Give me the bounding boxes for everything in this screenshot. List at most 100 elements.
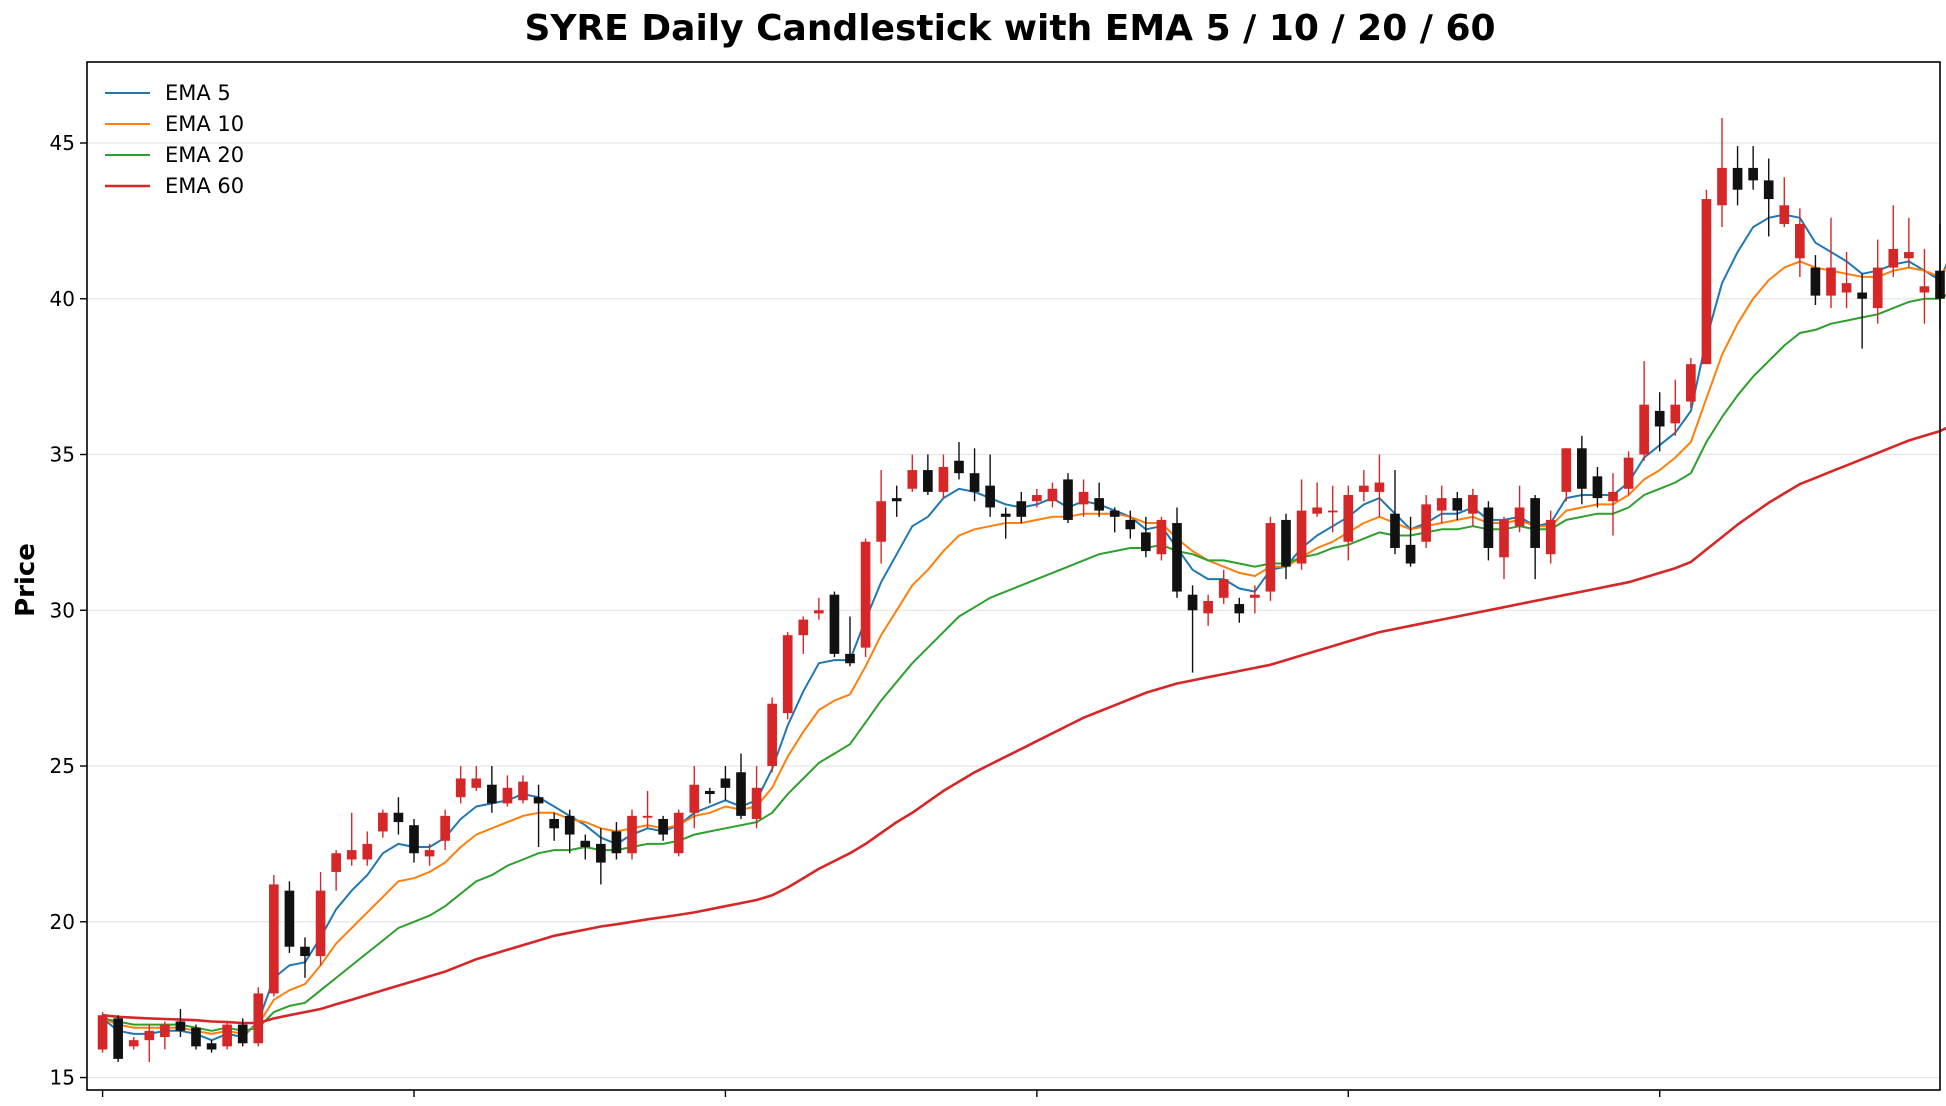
candle-body (564, 815, 575, 835)
candle-body (206, 1043, 217, 1050)
candle-body (860, 541, 871, 648)
candle-body (222, 1024, 232, 1047)
candle-body (346, 850, 357, 860)
candle-body (1436, 498, 1447, 511)
candle (1857, 273, 1867, 349)
candle (891, 485, 902, 517)
x-ticks (101, 1090, 1661, 1097)
candle (144, 1024, 155, 1062)
candle (767, 697, 777, 773)
candle-body (736, 772, 746, 816)
candle-body (113, 1018, 123, 1059)
legend: EMA 5 EMA 10 EMA 20 EMA 60 (105, 81, 244, 198)
candle-body (362, 843, 373, 860)
candle-body (1888, 248, 1899, 268)
candle (518, 775, 528, 804)
candle (1032, 488, 1042, 508)
candle-body (1156, 519, 1167, 555)
candle (1047, 482, 1058, 508)
candle (1016, 491, 1027, 524)
candle (1094, 482, 1104, 517)
candle (331, 850, 341, 891)
candle (237, 1018, 248, 1047)
candle (378, 809, 388, 838)
candle-body (502, 787, 513, 804)
candle (689, 766, 700, 829)
candle-body (331, 853, 341, 872)
ema-line (101, 213, 1946, 1042)
candle-body (393, 812, 404, 823)
y-axis-label: Price (11, 543, 41, 617)
candle (611, 822, 622, 860)
chart-title: SYRE Daily Candlestick with EMA 5 / 10 /… (524, 8, 1495, 49)
candle-body (315, 890, 326, 957)
candle-body (518, 781, 528, 801)
candle-body (191, 1027, 201, 1047)
candle (1312, 482, 1322, 517)
candle-body (611, 831, 622, 854)
candle (300, 937, 310, 978)
candle-body (1670, 404, 1681, 424)
candle-body (1499, 519, 1509, 558)
legend-label: EMA 10 (165, 112, 244, 136)
plot-frame (86, 61, 1941, 1091)
candle (160, 1021, 170, 1050)
candle (1701, 189, 1712, 365)
candle (1608, 473, 1618, 536)
candle-body (658, 818, 668, 835)
candle-body (1452, 498, 1463, 511)
candle (1078, 479, 1089, 517)
candle (1919, 248, 1930, 324)
candle-body (969, 473, 980, 492)
candle (440, 809, 450, 851)
candle (455, 766, 466, 804)
candle (1187, 585, 1198, 673)
candle-body (269, 884, 279, 994)
candle (1265, 516, 1276, 601)
candle (97, 1012, 108, 1053)
candle-body (1468, 495, 1478, 514)
candle-body (596, 843, 606, 863)
candle (969, 448, 980, 502)
candle-body (1218, 579, 1229, 598)
candle (1592, 466, 1603, 508)
candle-body (1390, 513, 1400, 548)
candle-body (1141, 532, 1151, 552)
candle (1483, 501, 1494, 561)
legend-label: EMA 60 (165, 174, 244, 198)
candle (1250, 585, 1260, 614)
candle (424, 843, 435, 866)
candle-body (471, 778, 482, 788)
candle-body (580, 840, 591, 848)
candle-body (1732, 167, 1743, 190)
candle (1343, 485, 1354, 561)
candle-body (409, 825, 419, 854)
candle (1577, 435, 1587, 505)
legend-label: EMA 20 (165, 143, 244, 167)
candle (627, 809, 637, 860)
ema-lines (101, 213, 1946, 1042)
candle (1109, 507, 1120, 533)
candle-body (907, 470, 918, 489)
candle-body (1686, 364, 1696, 402)
candle-body (487, 784, 497, 804)
candle (845, 616, 855, 667)
candle (907, 454, 918, 492)
candle (985, 454, 995, 517)
candle-body (720, 778, 731, 788)
candle (1888, 205, 1899, 277)
candle (175, 1009, 186, 1038)
candle (1218, 569, 1229, 605)
candle (1748, 146, 1758, 190)
candle-body (455, 778, 466, 798)
candle-body (1234, 604, 1245, 614)
candle (128, 1037, 139, 1050)
candle-body (705, 790, 715, 795)
candle-body (549, 818, 559, 829)
candle (1452, 491, 1463, 520)
candle-body (1904, 252, 1914, 259)
candle (346, 812, 357, 866)
candle-body (1748, 167, 1758, 181)
candle (222, 1021, 232, 1050)
candle (1514, 485, 1525, 533)
